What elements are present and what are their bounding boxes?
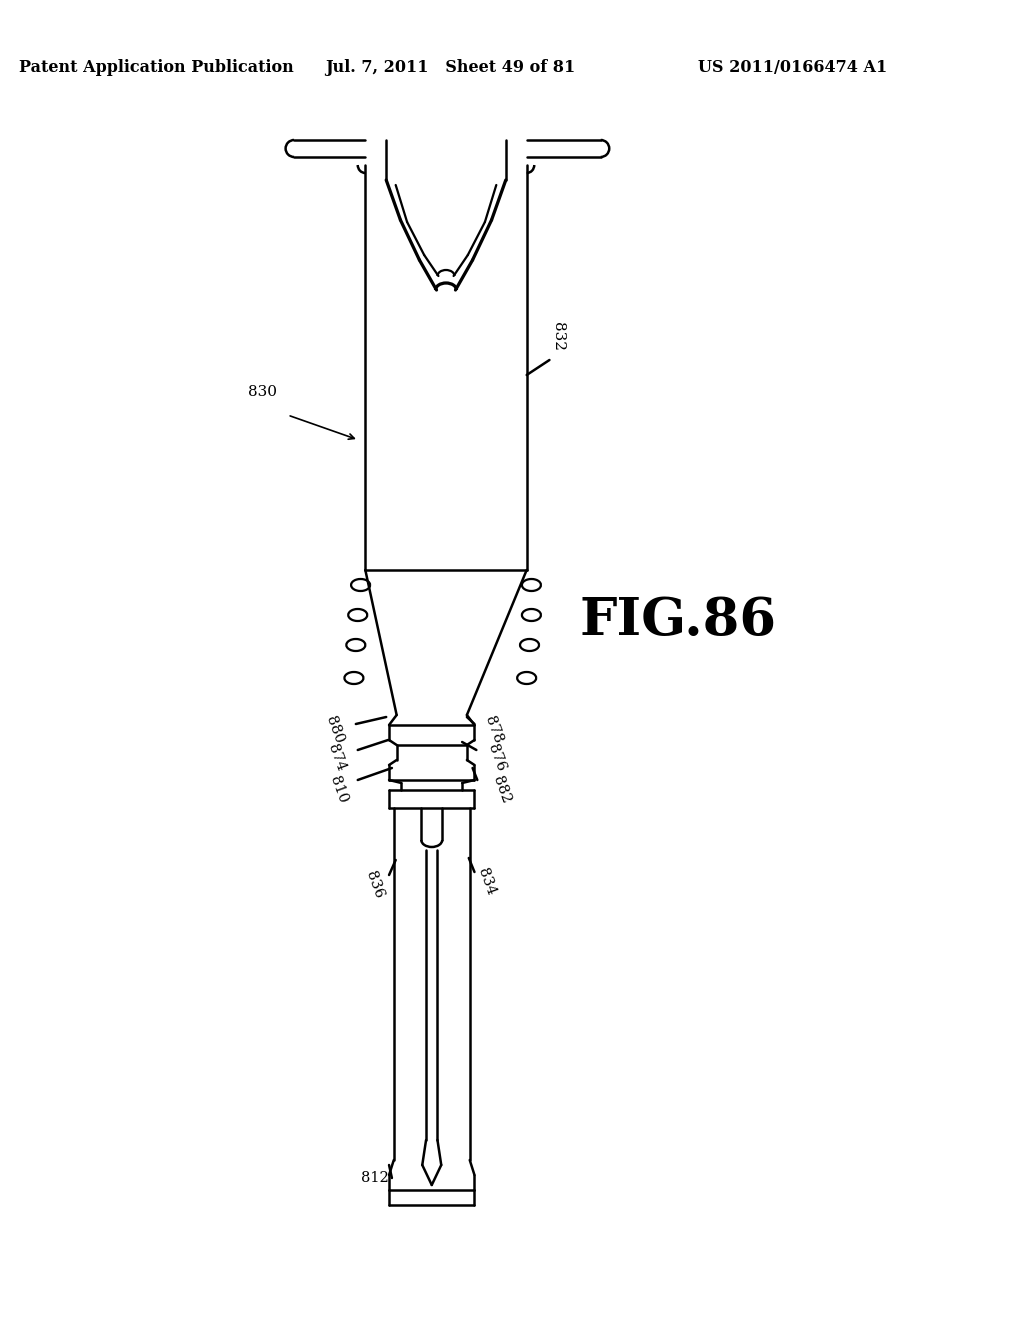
Text: 832: 832 bbox=[551, 322, 565, 351]
Text: Jul. 7, 2011   Sheet 49 of 81: Jul. 7, 2011 Sheet 49 of 81 bbox=[326, 59, 575, 77]
Text: 876: 876 bbox=[485, 742, 508, 774]
Text: 874: 874 bbox=[326, 743, 348, 774]
Text: 882: 882 bbox=[489, 775, 512, 805]
Text: 812: 812 bbox=[361, 1171, 389, 1185]
Text: US 2011/0166474 A1: US 2011/0166474 A1 bbox=[697, 59, 887, 77]
Text: 834: 834 bbox=[475, 866, 499, 898]
Text: 836: 836 bbox=[364, 870, 386, 900]
Text: 878: 878 bbox=[482, 714, 505, 746]
Text: 830: 830 bbox=[249, 385, 278, 399]
Text: 810: 810 bbox=[328, 775, 350, 805]
Text: FIG.86: FIG.86 bbox=[580, 594, 777, 645]
Text: 880: 880 bbox=[324, 714, 346, 746]
Text: Patent Application Publication: Patent Application Publication bbox=[19, 59, 294, 77]
